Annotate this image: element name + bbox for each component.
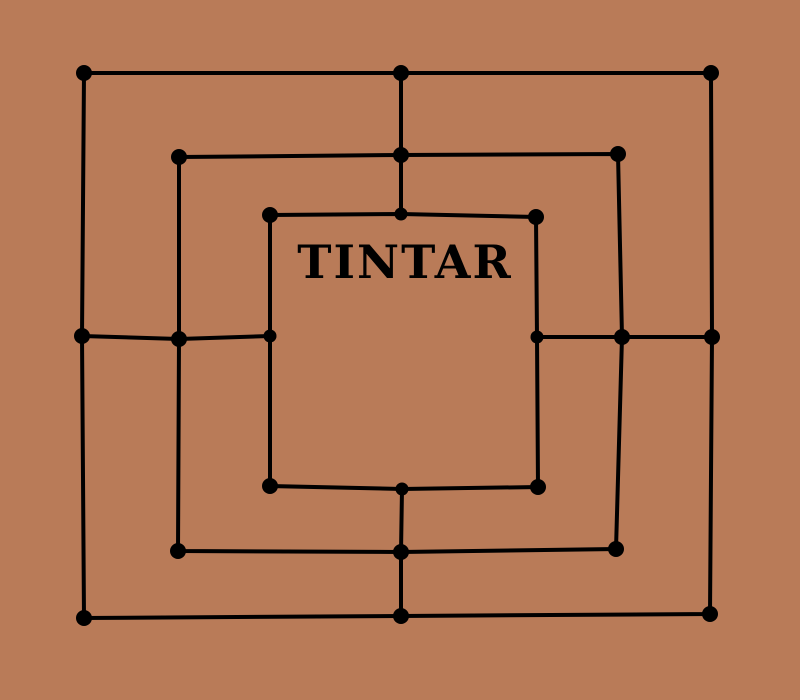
game-title: TINTAR [297,235,512,289]
board-point-inner-top-right[interactable] [528,209,544,225]
board-point-middle-mid-left[interactable] [171,331,187,347]
board-point-middle-top-right[interactable] [610,146,626,162]
board-point-outer-mid-left[interactable] [74,328,90,344]
board-point-middle-mid-right[interactable] [614,329,630,345]
board-point-middle-bottom-mid[interactable] [393,544,409,560]
board-point-outer-mid-right[interactable] [704,329,720,345]
board-points [74,65,720,626]
board-point-outer-top-left[interactable] [76,65,92,81]
board-point-inner-top-left[interactable] [262,207,278,223]
board-point-inner-bottom-left[interactable] [262,478,278,494]
board-point-inner-bottom-right[interactable] [530,479,546,495]
board-point-inner-top-mid[interactable] [394,207,408,221]
board-point-inner-mid-right[interactable] [530,330,544,344]
board-point-inner-bottom-mid[interactable] [395,482,409,496]
board-point-outer-bottom-right[interactable] [702,606,718,622]
board-point-outer-top-mid[interactable] [393,65,409,81]
board-point-outer-bottom-left[interactable] [76,610,92,626]
board-point-middle-top-left[interactable] [171,149,187,165]
board-point-outer-bottom-mid[interactable] [393,608,409,624]
board-point-inner-mid-left[interactable] [263,329,277,343]
board-point-middle-bottom-right[interactable] [608,541,624,557]
board-point-middle-bottom-left[interactable] [170,543,186,559]
board-point-middle-top-mid[interactable] [393,147,409,163]
board-point-outer-top-right[interactable] [703,65,719,81]
